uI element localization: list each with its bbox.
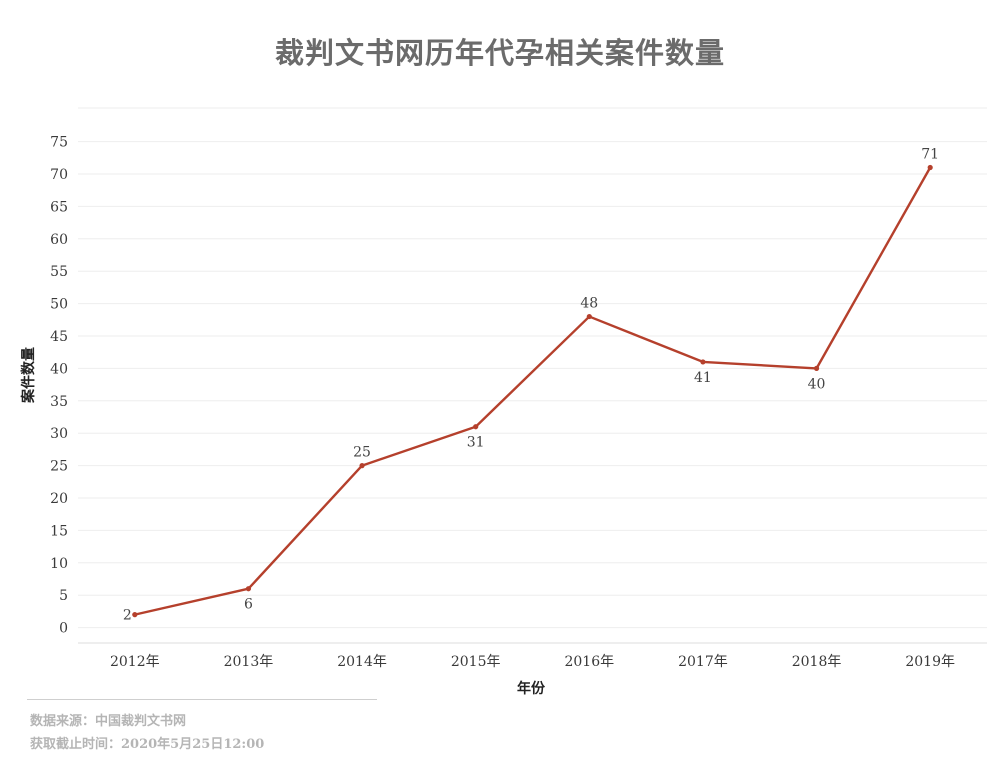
data-label: 6 xyxy=(244,597,253,613)
y-tick-label: 40 xyxy=(50,361,68,377)
data-point xyxy=(473,424,479,430)
x-axis-ticks: 2012年 2013年 2014年 2015年 2016年 2017年 2018年 2019年 xyxy=(110,654,955,670)
y-tick-label: 60 xyxy=(50,232,68,248)
x-tick-label: 2012年 xyxy=(110,654,160,670)
data-label: 2 xyxy=(123,608,132,624)
footer-divider xyxy=(27,699,377,700)
y-tick-label: 30 xyxy=(50,426,68,442)
data-label: 25 xyxy=(353,445,371,461)
x-tick-label: 2015年 xyxy=(451,654,501,670)
y-tick-label: 50 xyxy=(50,297,68,313)
data-point xyxy=(927,164,933,171)
source-note: 数据来源：中国裁判文书网 xyxy=(30,714,187,729)
data-point xyxy=(359,463,365,469)
x-tick-label: 2016年 xyxy=(564,654,614,670)
y-tick-label: 35 xyxy=(50,394,68,410)
data-point xyxy=(586,313,592,320)
cutoff-note: 获取截止时间：2020年5月25日12:00 xyxy=(30,737,265,752)
y-tick-label: 0 xyxy=(59,621,68,637)
y-tick-label: 45 xyxy=(50,329,68,345)
data-point xyxy=(813,365,820,371)
series-line xyxy=(134,166,932,616)
y-tick-label: 20 xyxy=(50,491,68,507)
data-point xyxy=(132,612,138,618)
data-label: 48 xyxy=(580,296,598,312)
data-points xyxy=(132,164,933,618)
data-labels: 2 6 25 31 48 41 40 71 xyxy=(123,147,939,624)
gridlines xyxy=(78,107,987,644)
data-label: 71 xyxy=(921,147,939,163)
chart-title: 裁判文书网历年代孕相关案件数量 xyxy=(274,36,725,70)
x-axis-title: 年份 xyxy=(517,680,546,697)
x-tick-label: 2018年 xyxy=(792,654,842,670)
data-point xyxy=(700,359,706,365)
data-label: 41 xyxy=(694,370,712,386)
data-label: 40 xyxy=(808,376,826,392)
y-tick-label: 10 xyxy=(50,556,68,572)
data-label: 31 xyxy=(467,435,485,451)
x-tick-label: 2014年 xyxy=(337,654,387,670)
y-tick-label: 65 xyxy=(50,199,68,215)
y-tick-label: 55 xyxy=(50,264,68,280)
y-tick-label: 5 xyxy=(59,588,68,604)
y-tick-label: 70 xyxy=(50,167,68,183)
y-tick-label: 15 xyxy=(50,523,68,539)
x-tick-label: 2019年 xyxy=(905,654,955,670)
x-tick-label: 2013年 xyxy=(224,654,274,670)
y-axis-title: 案件数量 xyxy=(20,347,37,404)
series-polyline xyxy=(134,166,932,616)
x-tick-label: 2017年 xyxy=(678,654,728,670)
y-tick-label: 75 xyxy=(50,135,68,151)
y-tick-label: 25 xyxy=(50,459,68,475)
data-point xyxy=(245,586,252,592)
